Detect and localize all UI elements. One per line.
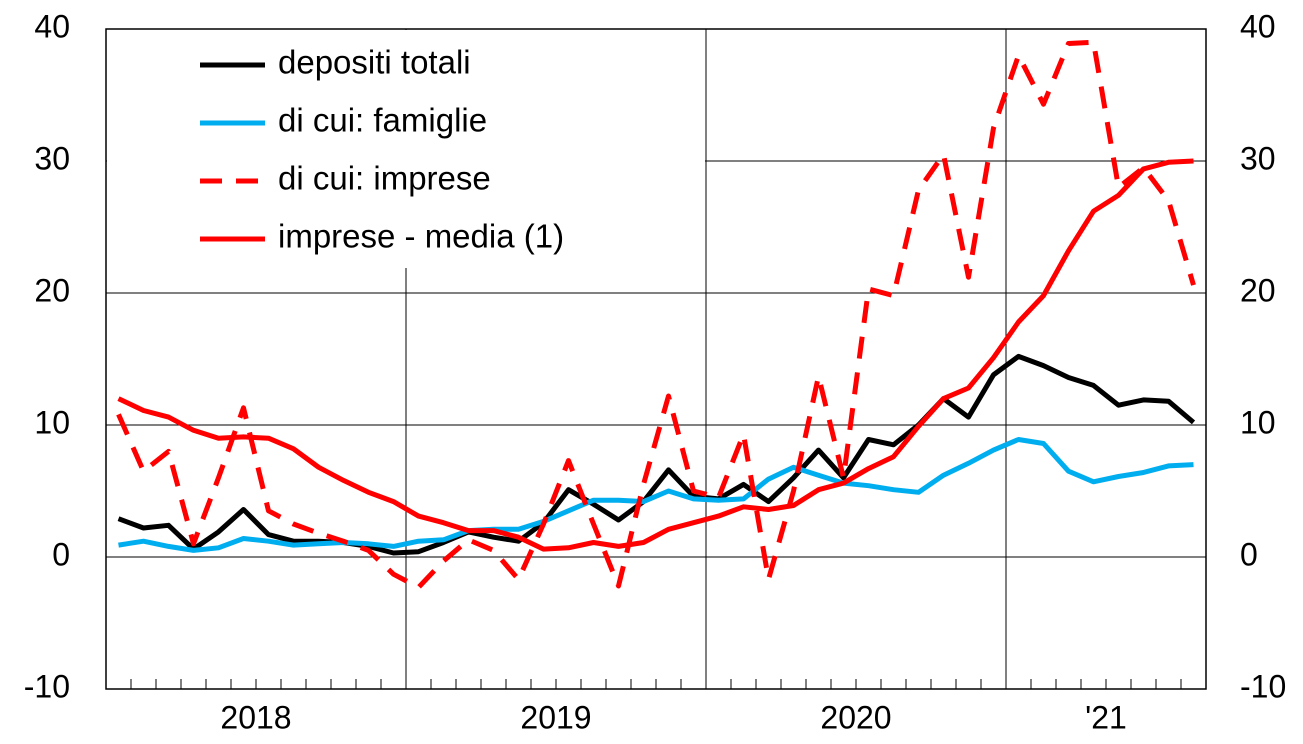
y-tick-label: 10 [34,404,70,440]
x-tick-label: '21 [1085,699,1127,735]
plot-frame [105,28,1207,690]
y2-tick-label: 20 [1240,272,1276,308]
series-line [117,353,1196,556]
legend-label: depositi totali [278,44,471,81]
x-tick-label: 2020 [820,699,891,735]
y-tick-label: 0 [52,536,70,572]
series-line [117,158,1194,552]
y2-tick-label: 30 [1240,140,1276,176]
legend-label: di cui: famiglie [278,102,487,139]
legend-box [107,30,705,268]
x-tick-label: 2019 [520,699,591,735]
y-tick-label: 20 [34,272,70,308]
x-tick-label: 2018 [220,699,291,735]
series-line [116,39,1196,590]
series-line [118,437,1194,553]
y-tick-label: -10 [24,668,70,704]
y2-tick-label: 40 [1240,8,1276,44]
y-tick-label: 30 [34,140,70,176]
y2-tick-label: 10 [1240,404,1276,440]
legend-label: di cui: imprese [278,160,491,197]
legend-label: imprese - media (1) [278,218,564,255]
y-tick-label: 40 [34,8,70,44]
y2-tick-label: -10 [1240,668,1286,704]
y2-tick-label: 0 [1240,536,1258,572]
